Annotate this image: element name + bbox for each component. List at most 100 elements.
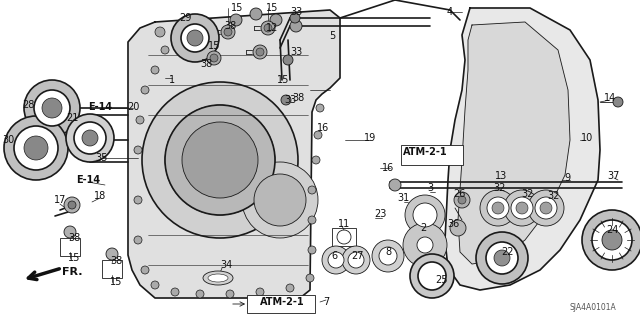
Circle shape bbox=[171, 288, 179, 296]
Text: 32: 32 bbox=[521, 189, 533, 199]
Text: E-14: E-14 bbox=[76, 175, 100, 185]
Text: 16: 16 bbox=[382, 163, 394, 173]
Circle shape bbox=[171, 14, 219, 62]
Text: 21: 21 bbox=[66, 113, 78, 123]
Text: 1: 1 bbox=[169, 75, 175, 85]
Text: SJA4A0101A: SJA4A0101A bbox=[570, 303, 616, 313]
Text: 32: 32 bbox=[494, 183, 506, 193]
Text: 15: 15 bbox=[110, 277, 122, 287]
Ellipse shape bbox=[203, 271, 233, 285]
Circle shape bbox=[68, 201, 76, 209]
Circle shape bbox=[24, 136, 48, 160]
Text: 15: 15 bbox=[266, 3, 278, 13]
Text: 34: 34 bbox=[220, 260, 232, 270]
Circle shape bbox=[454, 192, 470, 208]
Polygon shape bbox=[445, 8, 600, 290]
Text: 38: 38 bbox=[200, 59, 212, 69]
Circle shape bbox=[306, 274, 314, 282]
Circle shape bbox=[316, 104, 324, 112]
Text: 38: 38 bbox=[292, 93, 304, 103]
Text: 38: 38 bbox=[110, 256, 122, 266]
Circle shape bbox=[476, 232, 528, 284]
Text: 36: 36 bbox=[447, 219, 459, 229]
Circle shape bbox=[226, 290, 234, 298]
Text: 15: 15 bbox=[208, 41, 220, 51]
Polygon shape bbox=[458, 22, 570, 264]
Circle shape bbox=[207, 51, 221, 65]
Circle shape bbox=[328, 252, 344, 268]
FancyBboxPatch shape bbox=[247, 295, 315, 313]
Text: ATM-2-1: ATM-2-1 bbox=[403, 147, 447, 157]
Circle shape bbox=[403, 223, 447, 267]
Text: 32: 32 bbox=[548, 191, 560, 201]
Text: 23: 23 bbox=[374, 209, 386, 219]
Circle shape bbox=[210, 54, 218, 62]
Circle shape bbox=[230, 14, 242, 26]
Text: 15: 15 bbox=[277, 75, 289, 85]
Circle shape bbox=[256, 48, 264, 56]
Circle shape bbox=[410, 254, 454, 298]
Circle shape bbox=[151, 281, 159, 289]
Circle shape bbox=[450, 220, 466, 236]
Circle shape bbox=[322, 246, 350, 274]
Circle shape bbox=[504, 190, 540, 226]
Circle shape bbox=[165, 105, 275, 215]
Circle shape bbox=[613, 97, 623, 107]
Circle shape bbox=[202, 142, 238, 178]
Circle shape bbox=[242, 162, 318, 238]
Circle shape bbox=[492, 202, 504, 214]
Circle shape bbox=[74, 122, 106, 154]
Text: 14: 14 bbox=[604, 93, 616, 103]
Text: 22: 22 bbox=[500, 247, 513, 257]
Circle shape bbox=[308, 216, 316, 224]
Circle shape bbox=[161, 46, 169, 54]
Circle shape bbox=[14, 126, 58, 170]
Text: 18: 18 bbox=[94, 191, 106, 201]
Text: 4: 4 bbox=[447, 7, 453, 17]
Circle shape bbox=[264, 24, 272, 32]
Circle shape bbox=[64, 197, 80, 213]
Circle shape bbox=[221, 25, 235, 39]
Circle shape bbox=[286, 284, 294, 292]
Circle shape bbox=[141, 266, 149, 274]
Circle shape bbox=[134, 196, 142, 204]
Circle shape bbox=[486, 242, 518, 274]
Circle shape bbox=[256, 288, 264, 296]
Text: 6: 6 bbox=[331, 251, 337, 261]
Text: 2: 2 bbox=[420, 223, 426, 233]
Text: 3: 3 bbox=[427, 183, 433, 193]
Circle shape bbox=[134, 236, 142, 244]
Ellipse shape bbox=[208, 274, 228, 282]
Circle shape bbox=[165, 105, 275, 215]
Circle shape bbox=[261, 21, 275, 35]
Text: 37: 37 bbox=[608, 171, 620, 181]
Text: E-14: E-14 bbox=[88, 102, 112, 112]
Text: 24: 24 bbox=[606, 225, 618, 235]
Text: 29: 29 bbox=[179, 13, 191, 23]
Circle shape bbox=[262, 182, 298, 218]
Circle shape bbox=[224, 28, 232, 36]
Text: 13: 13 bbox=[495, 171, 507, 181]
Circle shape bbox=[34, 90, 70, 126]
Circle shape bbox=[290, 13, 300, 23]
Circle shape bbox=[283, 55, 293, 65]
Circle shape bbox=[342, 246, 370, 274]
Text: 10: 10 bbox=[581, 133, 593, 143]
Circle shape bbox=[458, 196, 466, 204]
Text: 27: 27 bbox=[351, 251, 364, 261]
Text: 5: 5 bbox=[329, 31, 335, 41]
Circle shape bbox=[64, 226, 76, 238]
Circle shape bbox=[511, 197, 533, 219]
Circle shape bbox=[379, 247, 397, 265]
Circle shape bbox=[187, 30, 203, 46]
Circle shape bbox=[308, 246, 316, 254]
Text: 25: 25 bbox=[435, 275, 447, 285]
Circle shape bbox=[540, 202, 552, 214]
Circle shape bbox=[106, 248, 118, 260]
Circle shape bbox=[250, 8, 262, 20]
Circle shape bbox=[24, 80, 80, 136]
Circle shape bbox=[528, 190, 564, 226]
Text: 17: 17 bbox=[54, 195, 66, 205]
Circle shape bbox=[308, 186, 316, 194]
Circle shape bbox=[181, 24, 209, 52]
